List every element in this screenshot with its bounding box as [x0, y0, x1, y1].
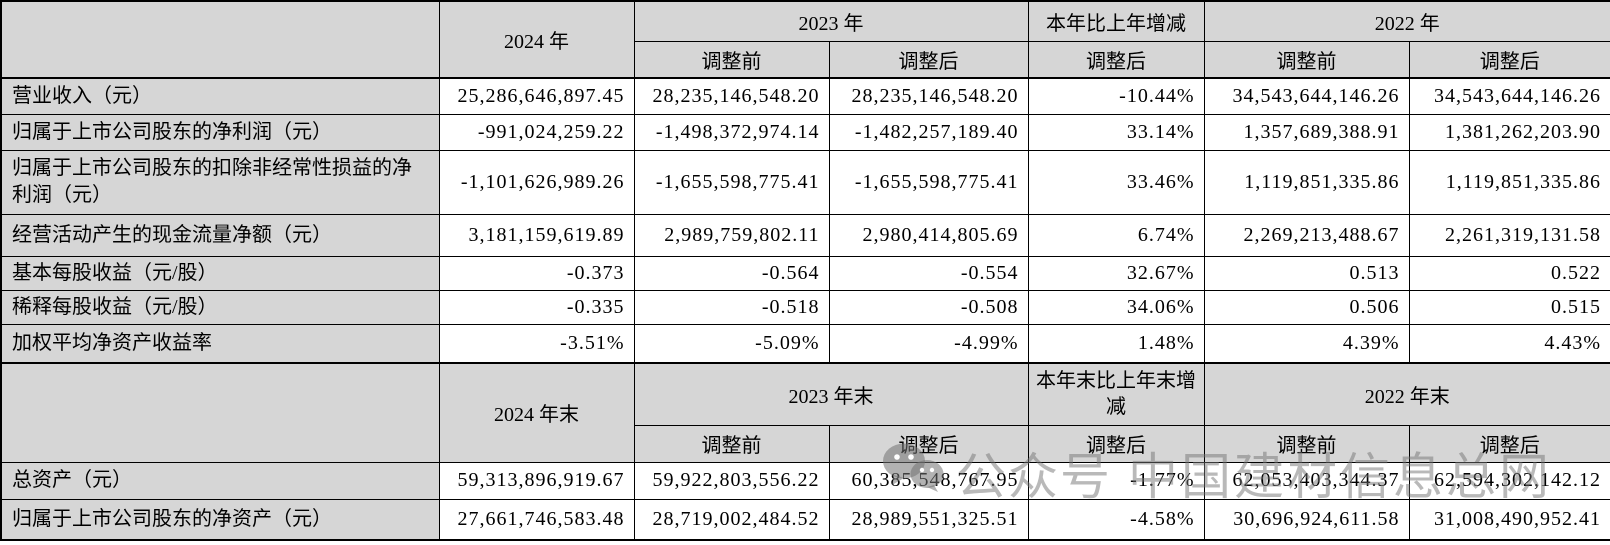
cell-2023-post: 2,980,414,805.69	[828, 213, 1029, 257]
subheader-2022-end-pre: 调整前	[1203, 424, 1410, 463]
table-header-row-yearend: 2024 年末 2023 年末 本年末比上年末增减 2022 年末	[0, 362, 1610, 463]
cell-2023-post: -0.554	[828, 255, 1029, 291]
cell-2024: -0.335	[438, 289, 635, 325]
cell-2023-pre: 59,922,803,556.22	[633, 461, 830, 500]
cell-2023-post: 28,989,551,325.51	[828, 498, 1029, 541]
subheader-2022-post: 调整后	[1408, 40, 1610, 79]
cell-2022-pre: 0.513	[1203, 255, 1410, 291]
row-label: 归属于上市公司股东的扣除非经常性损益的净利润（元）	[0, 149, 440, 215]
col-header-2024-end: 2024 年末	[438, 362, 635, 463]
cell-2023-pre: -5.09%	[633, 323, 830, 364]
cell-2023-pre: -0.564	[633, 255, 830, 291]
subheader-2022-pre: 调整前	[1203, 40, 1410, 79]
cell-2023-post: -1,655,598,775.41	[828, 149, 1029, 215]
cell-2024: -1,101,626,989.26	[438, 149, 635, 215]
subheader-2023-pre: 调整前	[633, 40, 830, 79]
subheader-2023-end-pre: 调整前	[633, 424, 830, 463]
col-header-change-end-text: 本年末比上年末增减	[1036, 370, 1196, 419]
cell-2022-post: 34,543,644,146.26	[1408, 77, 1610, 115]
cell-2023-post: -4.99%	[828, 323, 1029, 364]
table-row: 总资产（元） 59,313,896,919.67 59,922,803,556.…	[0, 461, 1610, 500]
col-header-2022-end: 2022 年末	[1203, 362, 1610, 426]
table-row: 归属于上市公司股东的扣除非经常性损益的净利润（元） -1,101,626,989…	[0, 149, 1610, 215]
cell-2022-post: 31,008,490,952.41	[1408, 498, 1610, 541]
cell-2022-post: 62,594,302,142.12	[1408, 461, 1610, 500]
cell-2024: -0.373	[438, 255, 635, 291]
row-label: 经营活动产生的现金流量净额（元）	[0, 213, 440, 257]
cell-2023-pre: 28,235,146,548.20	[633, 77, 830, 115]
corner-cell-section2	[0, 362, 440, 463]
cell-change: 6.74%	[1027, 213, 1205, 257]
cell-2022-pre: 1,357,689,388.91	[1203, 113, 1410, 151]
cell-2022-pre: 1,119,851,335.86	[1203, 149, 1410, 215]
cell-2022-post: 0.515	[1408, 289, 1610, 325]
col-header-2024: 2024 年	[438, 0, 635, 79]
cell-change: 1.48%	[1027, 323, 1205, 364]
col-header-change-end: 本年末比上年末增减	[1027, 362, 1205, 426]
subheader-change-post: 调整后	[1027, 40, 1205, 79]
cell-change: -1.77%	[1027, 461, 1205, 500]
cell-change: 33.14%	[1027, 113, 1205, 151]
cell-2023-post: -0.508	[828, 289, 1029, 325]
cell-2022-post: 1,119,851,335.86	[1408, 149, 1610, 215]
cell-2023-pre: 28,719,002,484.52	[633, 498, 830, 541]
row-label: 基本每股收益（元/股）	[0, 255, 440, 291]
table-header-row-adjust-end: 调整前 调整后 调整后 调整前 调整后	[1, 424, 1610, 463]
cell-2024: -3.51%	[438, 323, 635, 364]
cell-2022-pre: 0.506	[1203, 289, 1410, 325]
cell-2022-pre: 4.39%	[1203, 323, 1410, 364]
cell-2024: 25,286,646,897.45	[438, 77, 635, 115]
row-label: 总资产（元）	[0, 461, 440, 500]
row-label: 归属于上市公司股东的净资产（元）	[0, 498, 440, 541]
subheader-2023-end-post: 调整后	[828, 424, 1029, 463]
cell-2022-post: 1,381,262,203.90	[1408, 113, 1610, 151]
cell-2023-pre: 2,989,759,802.11	[633, 213, 830, 257]
table-row: 加权平均净资产收益率 -3.51% -5.09% -4.99% 1.48% 4.…	[0, 323, 1610, 364]
cell-2022-pre: 30,696,924,611.58	[1203, 498, 1410, 541]
cell-2023-post: 28,235,146,548.20	[828, 77, 1029, 115]
table-header-row-adjust: 调整前 调整后 调整后 调整前 调整后	[1, 40, 1610, 79]
cell-2023-pre: -1,498,372,974.14	[633, 113, 830, 151]
subheader-2023-post: 调整后	[828, 40, 1029, 79]
cell-2024: -991,024,259.22	[438, 113, 635, 151]
row-label: 稀释每股收益（元/股）	[0, 289, 440, 325]
cell-2024: 27,661,746,583.48	[438, 498, 635, 541]
cell-2022-post: 0.522	[1408, 255, 1610, 291]
subheader-2022-end-post: 调整后	[1408, 424, 1610, 463]
cell-2023-pre: -1,655,598,775.41	[633, 149, 830, 215]
cell-change: 34.06%	[1027, 289, 1205, 325]
cell-change: -4.58%	[1027, 498, 1205, 541]
cell-2023-pre: -0.518	[633, 289, 830, 325]
table-row: 经营活动产生的现金流量净额（元） 3,181,159,619.89 2,989,…	[0, 213, 1610, 257]
cell-2023-post: -1,482,257,189.40	[828, 113, 1029, 151]
table-row: 归属于上市公司股东的净利润（元） -991,024,259.22 -1,498,…	[0, 113, 1610, 151]
cell-2023-post: 60,385,548,767.95	[828, 461, 1029, 500]
col-header-2023-end: 2023 年末	[633, 362, 1029, 426]
col-header-2022: 2022 年	[1203, 0, 1610, 42]
table-row: 基本每股收益（元/股） -0.373 -0.564 -0.554 32.67% …	[0, 255, 1610, 291]
col-header-2023: 2023 年	[633, 0, 1029, 42]
subheader-change-end-post: 调整后	[1027, 424, 1205, 463]
row-label: 加权平均净资产收益率	[0, 323, 440, 364]
cell-change: 33.46%	[1027, 149, 1205, 215]
cell-change: -10.44%	[1027, 77, 1205, 115]
cell-2024: 59,313,896,919.67	[438, 461, 635, 500]
table-row: 归属于上市公司股东的净资产（元） 27,661,746,583.48 28,71…	[0, 498, 1610, 541]
corner-cell-section1	[0, 0, 440, 79]
cell-2022-pre: 2,269,213,488.67	[1203, 213, 1410, 257]
cell-2022-pre: 62,053,403,344.37	[1203, 461, 1410, 500]
row-label: 营业收入（元）	[0, 77, 440, 115]
table-row: 稀释每股收益（元/股） -0.335 -0.518 -0.508 34.06% …	[0, 289, 1610, 325]
cell-2022-pre: 34,543,644,146.26	[1203, 77, 1410, 115]
col-header-change: 本年比上年增减	[1027, 0, 1205, 42]
cell-2024: 3,181,159,619.89	[438, 213, 635, 257]
cell-2022-post: 2,261,319,131.58	[1408, 213, 1610, 257]
cell-2022-post: 4.43%	[1408, 323, 1610, 364]
table-header-row-years: 2024 年 2023 年 本年比上年增减 2022 年	[0, 0, 1610, 79]
cell-change: 32.67%	[1027, 255, 1205, 291]
row-label: 归属于上市公司股东的净利润（元）	[0, 113, 440, 151]
table-row: 营业收入（元） 25,286,646,897.45 28,235,146,548…	[0, 77, 1610, 115]
